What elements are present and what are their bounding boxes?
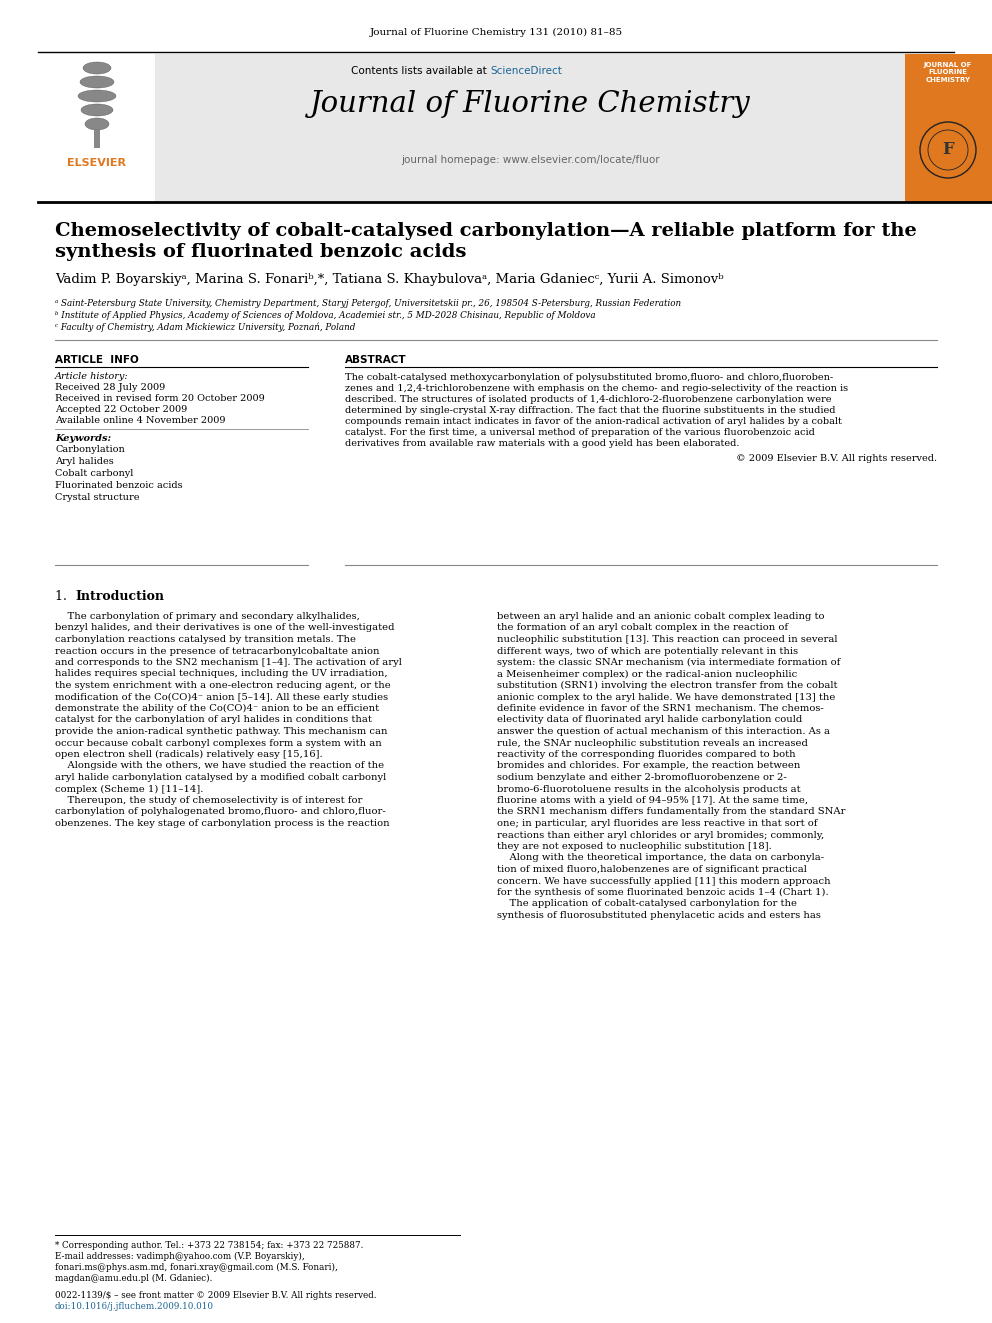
Text: Introduction: Introduction bbox=[75, 590, 164, 603]
Text: Accepted 22 October 2009: Accepted 22 October 2009 bbox=[55, 405, 187, 414]
Text: The cobalt-catalysed methoxycarbonylation of polysubstituted bromo,fluoro- and c: The cobalt-catalysed methoxycarbonylatio… bbox=[345, 373, 833, 382]
Text: fluorine atoms with a yield of 94–95% [17]. At the same time,: fluorine atoms with a yield of 94–95% [1… bbox=[497, 796, 808, 804]
Text: for the synthesis of some fluorinated benzoic acids 1–4 (Chart 1).: for the synthesis of some fluorinated be… bbox=[497, 888, 828, 897]
FancyBboxPatch shape bbox=[38, 54, 155, 202]
Text: the system enrichment with a one-electron reducing agent, or the: the system enrichment with a one-electro… bbox=[55, 681, 391, 691]
Text: complex (Scheme 1) [11–14].: complex (Scheme 1) [11–14]. bbox=[55, 785, 203, 794]
Text: aryl halide carbonylation catalysed by a modified cobalt carbonyl: aryl halide carbonylation catalysed by a… bbox=[55, 773, 386, 782]
Text: concern. We have successfully applied [11] this modern approach: concern. We have successfully applied [1… bbox=[497, 877, 830, 885]
Text: The carbonylation of primary and secondary alkylhalides,: The carbonylation of primary and seconda… bbox=[55, 613, 360, 620]
Text: Article history:: Article history: bbox=[55, 372, 129, 381]
Text: carbonylation reactions catalysed by transition metals. The: carbonylation reactions catalysed by tra… bbox=[55, 635, 356, 644]
Text: fonari.ms@phys.asm.md, fonari.xray@gmail.com (M.S. Fonari),: fonari.ms@phys.asm.md, fonari.xray@gmail… bbox=[55, 1263, 338, 1273]
Text: one; in particular, aryl fluorides are less reactive in that sort of: one; in particular, aryl fluorides are l… bbox=[497, 819, 817, 828]
Text: reaction occurs in the presence of tetracarbonylcobaltate anion: reaction occurs in the presence of tetra… bbox=[55, 647, 380, 655]
Text: answer the question of actual mechanism of this interaction. As a: answer the question of actual mechanism … bbox=[497, 728, 830, 736]
Text: Journal of Fluorine Chemistry: Journal of Fluorine Chemistry bbox=[310, 90, 750, 118]
Text: catalyst. For the first time, a universal method of preparation of the various f: catalyst. For the first time, a universa… bbox=[345, 429, 814, 437]
Text: they are not exposed to nucleophilic substitution [18].: they are not exposed to nucleophilic sub… bbox=[497, 841, 772, 851]
Text: system: the classic SNAr mechanism (via intermediate formation of: system: the classic SNAr mechanism (via … bbox=[497, 658, 840, 667]
Text: benzyl halides, and their derivatives is one of the well-investigated: benzyl halides, and their derivatives is… bbox=[55, 623, 395, 632]
Text: ᶜ Faculty of Chemistry, Adam Mickiewicz University, Poznań, Poland: ᶜ Faculty of Chemistry, Adam Mickiewicz … bbox=[55, 323, 355, 332]
Text: derivatives from available raw materials with a good yield has been elaborated.: derivatives from available raw materials… bbox=[345, 439, 739, 448]
FancyBboxPatch shape bbox=[905, 54, 992, 202]
Text: carbonylation of polyhalogenated bromo,fluoro- and chloro,fluor-: carbonylation of polyhalogenated bromo,f… bbox=[55, 807, 386, 816]
Text: described. The structures of isolated products of 1,4-dichloro-2-fluorobenzene c: described. The structures of isolated pr… bbox=[345, 396, 831, 404]
Text: Received in revised form 20 October 2009: Received in revised form 20 October 2009 bbox=[55, 394, 265, 404]
Text: magdan@amu.edu.pl (M. Gdaniec).: magdan@amu.edu.pl (M. Gdaniec). bbox=[55, 1274, 212, 1283]
Text: reactivity of the corresponding fluorides compared to both: reactivity of the corresponding fluoride… bbox=[497, 750, 796, 759]
Text: synthesis of fluorosubstituted phenylacetic acids and esters has: synthesis of fluorosubstituted phenylace… bbox=[497, 912, 820, 919]
Text: tion of mixed fluoro,halobenzenes are of significant practical: tion of mixed fluoro,halobenzenes are of… bbox=[497, 865, 806, 875]
Text: Cobalt carbonyl: Cobalt carbonyl bbox=[55, 468, 133, 478]
Ellipse shape bbox=[81, 105, 113, 116]
Text: electivity data of fluorinated aryl halide carbonylation could: electivity data of fluorinated aryl hali… bbox=[497, 716, 803, 725]
Text: the SRN1 mechanism differs fundamentally from the standard SNAr: the SRN1 mechanism differs fundamentally… bbox=[497, 807, 845, 816]
Text: Carbonylation: Carbonylation bbox=[55, 445, 125, 454]
Text: Alongside with the others, we have studied the reaction of the: Alongside with the others, we have studi… bbox=[55, 762, 384, 770]
Text: anionic complex to the aryl halide. We have demonstrated [13] the: anionic complex to the aryl halide. We h… bbox=[497, 692, 835, 701]
Text: ScienceDirect: ScienceDirect bbox=[490, 66, 561, 75]
Text: ARTICLE  INFO: ARTICLE INFO bbox=[55, 355, 139, 365]
Text: definite evidence in favor of the SRN1 mechanism. The chemos-: definite evidence in favor of the SRN1 m… bbox=[497, 704, 823, 713]
Text: open electron shell (radicals) relatively easy [15,16].: open electron shell (radicals) relativel… bbox=[55, 750, 322, 759]
Text: halides requires special techniques, including the UV irradiation,: halides requires special techniques, inc… bbox=[55, 669, 388, 679]
Text: journal homepage: www.elsevier.com/locate/fluor: journal homepage: www.elsevier.com/locat… bbox=[401, 155, 660, 165]
Bar bbox=[94, 130, 100, 148]
Text: Crystal structure: Crystal structure bbox=[55, 493, 140, 501]
Text: and corresponds to the SN2 mechanism [1–4]. The activation of aryl: and corresponds to the SN2 mechanism [1–… bbox=[55, 658, 402, 667]
Text: E-mail addresses: vadimph@yahoo.com (V.P. Boyarskiy),: E-mail addresses: vadimph@yahoo.com (V.P… bbox=[55, 1252, 305, 1261]
Text: Chemoselectivity of cobalt-catalysed carbonylation—A reliable platform for the: Chemoselectivity of cobalt-catalysed car… bbox=[55, 222, 917, 239]
Text: a Meisenheimer complex) or the radical-anion nucleophilic: a Meisenheimer complex) or the radical-a… bbox=[497, 669, 798, 679]
Text: Received 28 July 2009: Received 28 July 2009 bbox=[55, 382, 166, 392]
Text: compounds remain intact indicates in favor of the anion-radical activation of ar: compounds remain intact indicates in fav… bbox=[345, 417, 842, 426]
Text: Aryl halides: Aryl halides bbox=[55, 456, 114, 466]
Text: Fluorinated benzoic acids: Fluorinated benzoic acids bbox=[55, 482, 183, 490]
Text: Contents lists available at: Contents lists available at bbox=[351, 66, 490, 75]
Text: the formation of an aryl cobalt complex in the reaction of: the formation of an aryl cobalt complex … bbox=[497, 623, 788, 632]
Text: Thereupon, the study of chemoselectivity is of interest for: Thereupon, the study of chemoselectivity… bbox=[55, 796, 362, 804]
Text: Along with the theoretical importance, the data on carbonyla-: Along with the theoretical importance, t… bbox=[497, 853, 824, 863]
Text: 0022-1139/$ – see front matter © 2009 Elsevier B.V. All rights reserved.: 0022-1139/$ – see front matter © 2009 El… bbox=[55, 1291, 377, 1301]
Text: catalyst for the carbonylation of aryl halides in conditions that: catalyst for the carbonylation of aryl h… bbox=[55, 716, 372, 725]
Ellipse shape bbox=[85, 118, 109, 130]
Ellipse shape bbox=[78, 90, 116, 102]
Text: Journal of Fluorine Chemistry 131 (2010) 81–85: Journal of Fluorine Chemistry 131 (2010)… bbox=[369, 28, 623, 37]
Text: obenzenes. The key stage of carbonylation process is the reaction: obenzenes. The key stage of carbonylatio… bbox=[55, 819, 390, 828]
Text: occur because cobalt carbonyl complexes form a system with an: occur because cobalt carbonyl complexes … bbox=[55, 738, 382, 747]
Text: ELSEVIER: ELSEVIER bbox=[67, 157, 127, 168]
Text: different ways, two of which are potentially relevant in this: different ways, two of which are potenti… bbox=[497, 647, 799, 655]
Text: © 2009 Elsevier B.V. All rights reserved.: © 2009 Elsevier B.V. All rights reserved… bbox=[736, 454, 937, 463]
Text: JOURNAL OF
FLUORINE
CHEMISTRY: JOURNAL OF FLUORINE CHEMISTRY bbox=[924, 62, 972, 83]
Text: provide the anion-radical synthetic pathway. This mechanism can: provide the anion-radical synthetic path… bbox=[55, 728, 388, 736]
Text: determined by single-crystal X-ray diffraction. The fact that the fluorine subst: determined by single-crystal X-ray diffr… bbox=[345, 406, 835, 415]
Text: The application of cobalt-catalysed carbonylation for the: The application of cobalt-catalysed carb… bbox=[497, 900, 797, 909]
Text: Available online 4 November 2009: Available online 4 November 2009 bbox=[55, 415, 225, 425]
Text: * Corresponding author. Tel.: +373 22 738154; fax: +373 22 725887.: * Corresponding author. Tel.: +373 22 73… bbox=[55, 1241, 363, 1250]
Text: reactions than either aryl chlorides or aryl bromides; commonly,: reactions than either aryl chlorides or … bbox=[497, 831, 824, 840]
Text: sodium benzylate and either 2-bromofluorobenzene or 2-: sodium benzylate and either 2-bromofluor… bbox=[497, 773, 787, 782]
Text: Vadim P. Boyarskiyᵃ, Marina S. Fonariᵇ,*, Tatiana S. Khaybulovaᵃ, Maria Gdaniecᶜ: Vadim P. Boyarskiyᵃ, Marina S. Fonariᵇ,*… bbox=[55, 273, 723, 286]
Text: 1.: 1. bbox=[55, 590, 74, 603]
Text: synthesis of fluorinated benzoic acids: synthesis of fluorinated benzoic acids bbox=[55, 243, 466, 261]
Text: bromides and chlorides. For example, the reaction between: bromides and chlorides. For example, the… bbox=[497, 762, 801, 770]
Text: between an aryl halide and an anionic cobalt complex leading to: between an aryl halide and an anionic co… bbox=[497, 613, 824, 620]
Text: F: F bbox=[942, 142, 954, 159]
Text: doi:10.1016/j.jfluchem.2009.10.010: doi:10.1016/j.jfluchem.2009.10.010 bbox=[55, 1302, 214, 1311]
Text: ᵃ Saint-Petersburg State University, Chemistry Department, Staryj Petergof, Univ: ᵃ Saint-Petersburg State University, Che… bbox=[55, 299, 682, 308]
FancyBboxPatch shape bbox=[155, 54, 905, 202]
Text: bromo-6-fluorotoluene results in the alcoholysis products at: bromo-6-fluorotoluene results in the alc… bbox=[497, 785, 801, 794]
Text: modification of the Co(CO)4⁻ anion [5–14]. All these early studies: modification of the Co(CO)4⁻ anion [5–14… bbox=[55, 692, 388, 701]
Ellipse shape bbox=[80, 75, 114, 89]
Text: zenes and 1,2,4-trichlorobenzene with emphasis on the chemo- and regio-selectivi: zenes and 1,2,4-trichlorobenzene with em… bbox=[345, 384, 848, 393]
Text: ABSTRACT: ABSTRACT bbox=[345, 355, 407, 365]
Text: demonstrate the ability of the Co(CO)4⁻ anion to be an efficient: demonstrate the ability of the Co(CO)4⁻ … bbox=[55, 704, 379, 713]
Text: substitution (SRN1) involving the electron transfer from the cobalt: substitution (SRN1) involving the electr… bbox=[497, 681, 837, 691]
Text: ᵇ Institute of Applied Physics, Academy of Sciences of Moldova, Academiei str., : ᵇ Institute of Applied Physics, Academy … bbox=[55, 311, 595, 320]
Text: nucleophilic substitution [13]. This reaction can proceed in several: nucleophilic substitution [13]. This rea… bbox=[497, 635, 837, 644]
Ellipse shape bbox=[83, 62, 111, 74]
Text: Keywords:: Keywords: bbox=[55, 434, 111, 443]
Text: rule, the SNAr nucleophilic substitution reveals an increased: rule, the SNAr nucleophilic substitution… bbox=[497, 738, 807, 747]
